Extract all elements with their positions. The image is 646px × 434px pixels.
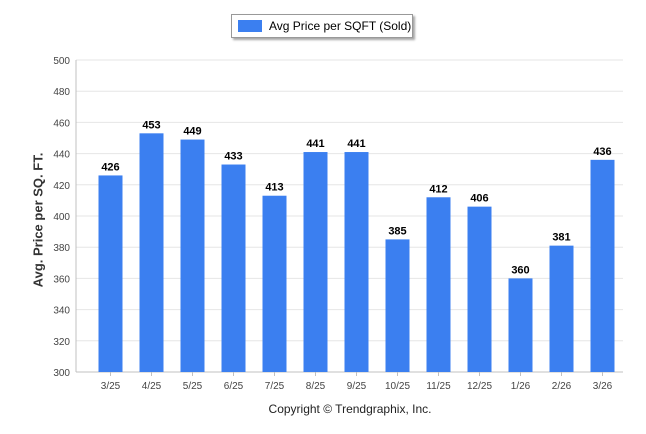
y-tick-label: 400 [53, 212, 70, 223]
x-tick-label: 12/25 [467, 381, 492, 392]
bar [139, 133, 164, 372]
data-label: 381 [552, 232, 570, 244]
x-tick-label: 5/25 [183, 381, 203, 392]
data-label: 436 [593, 146, 611, 158]
data-label: 385 [388, 225, 406, 237]
bar [180, 139, 205, 372]
copyright-text: Copyright © Trendgraphix, Inc. [268, 402, 432, 416]
x-tick-label: 8/25 [306, 381, 326, 392]
data-label: 426 [101, 161, 119, 173]
x-tick-label: 11/25 [426, 381, 451, 392]
data-label: 449 [183, 126, 201, 138]
legend-label: Avg Price per SQFT (Sold) [269, 19, 412, 33]
bar [303, 152, 328, 372]
data-label: 406 [470, 193, 488, 205]
bar [508, 278, 533, 372]
data-label: 441 [306, 138, 324, 150]
x-tick-label: 9/25 [347, 381, 367, 392]
y-tick-label: 320 [53, 337, 70, 348]
x-tick-label: 3/25 [101, 381, 121, 392]
y-tick-label: 500 [53, 56, 70, 67]
bar [221, 164, 246, 372]
bar [426, 197, 451, 372]
y-tick-label: 420 [53, 181, 70, 192]
bar [385, 239, 410, 372]
data-label: 413 [265, 182, 283, 194]
bar [98, 175, 123, 372]
x-tick-label: 6/25 [224, 381, 244, 392]
legend-swatch [238, 20, 262, 32]
data-label: 453 [142, 119, 160, 131]
data-label: 412 [429, 183, 447, 195]
bar [549, 245, 574, 372]
x-tick-label: 4/25 [142, 381, 162, 392]
y-tick-label: 360 [53, 274, 70, 285]
x-tick-label: 10/25 [385, 381, 410, 392]
data-label: 433 [224, 151, 242, 163]
x-tick-label: 1/26 [511, 381, 531, 392]
chart-legend: Avg Price per SQFT (Sold) [231, 14, 413, 38]
bar [467, 206, 492, 372]
bar [590, 159, 615, 372]
y-tick-label: 440 [53, 150, 70, 161]
y-tick-label: 380 [53, 243, 70, 254]
y-tick-label: 480 [53, 87, 70, 98]
x-tick-label: 2/26 [552, 381, 572, 392]
data-label: 360 [511, 264, 529, 276]
y-tick-label: 340 [53, 306, 70, 317]
bar [262, 195, 287, 372]
x-tick-label: 7/25 [265, 381, 285, 392]
x-tick-label: 3/26 [593, 381, 613, 392]
y-tick-label: 460 [53, 118, 70, 129]
data-label: 441 [347, 138, 365, 150]
y-tick-label: 300 [53, 368, 70, 379]
bar [344, 152, 369, 372]
